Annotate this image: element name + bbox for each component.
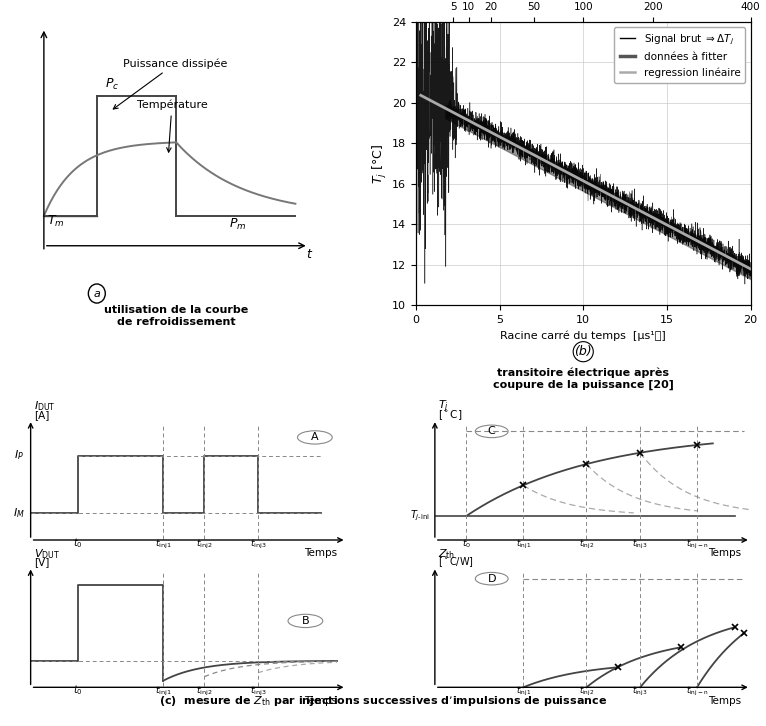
Text: [$^\circ$C/W]: [$^\circ$C/W]	[438, 555, 474, 569]
Text: $t_0$: $t_0$	[74, 536, 83, 550]
Text: Puissance dissipée: Puissance dissipée	[113, 58, 228, 109]
Text: transitoire électrique après
coupure de la puissance [20]: transitoire électrique après coupure de …	[493, 368, 673, 391]
Text: $t_{\mathrm{inj2}}$: $t_{\mathrm{inj2}}$	[579, 537, 594, 550]
Text: t: t	[306, 248, 311, 261]
Text: $t_{\mathrm{inj2}}$: $t_{\mathrm{inj2}}$	[579, 685, 594, 698]
Text: C: C	[488, 426, 496, 436]
Text: $t_{\mathrm{inj3}}$: $t_{\mathrm{inj3}}$	[633, 537, 648, 550]
Text: [A]: [A]	[34, 410, 49, 420]
Text: $I_P$: $I_P$	[15, 449, 25, 462]
Text: $t_{\mathrm{inj2}}$: $t_{\mathrm{inj2}}$	[196, 537, 212, 550]
Text: $t_{\mathrm{inj1}}$: $t_{\mathrm{inj1}}$	[516, 537, 531, 550]
Text: A: A	[311, 433, 319, 442]
Text: $I_M$: $I_M$	[12, 507, 25, 521]
Text: $Z_{\mathrm{th}}$: $Z_{\mathrm{th}}$	[438, 547, 455, 560]
Text: $t_{\mathrm{inj-n}}$: $t_{\mathrm{inj-n}}$	[686, 537, 709, 550]
Text: Température: Température	[136, 100, 208, 152]
Text: D: D	[487, 574, 496, 584]
Text: $t_0$: $t_0$	[462, 537, 471, 550]
Text: [V]: [V]	[34, 558, 49, 568]
Y-axis label: $T_j$ [°C]: $T_j$ [°C]	[371, 144, 389, 184]
Text: $t_{\mathrm{inj1}}$: $t_{\mathrm{inj1}}$	[155, 537, 172, 550]
Text: Temps: Temps	[304, 696, 337, 706]
Text: $t_{\mathrm{inj1}}$: $t_{\mathrm{inj1}}$	[516, 685, 531, 698]
Text: Temps: Temps	[708, 548, 741, 558]
Text: Temps: Temps	[304, 548, 337, 558]
Legend: Signal brut $\Rightarrow \Delta T_j$, données à fitter, regression linéaire: Signal brut $\Rightarrow \Delta T_j$, do…	[614, 27, 745, 83]
Text: $T_{j\text{-ini}}$: $T_{j\text{-ini}}$	[411, 509, 430, 523]
X-axis label: Racine carré du temps  [µs¹⼒]: Racine carré du temps [µs¹⼒]	[500, 331, 666, 341]
Text: $I_{\mathrm{DUT}}$: $I_{\mathrm{DUT}}$	[34, 399, 55, 413]
Text: $V_{\mathrm{DUT}}$: $V_{\mathrm{DUT}}$	[34, 547, 60, 560]
Text: a: a	[93, 288, 100, 298]
Text: utilisation de la courbe
de refroidissement: utilisation de la courbe de refroidissem…	[104, 306, 248, 327]
Text: (b): (b)	[574, 345, 592, 358]
Text: $t_{\mathrm{inj3}}$: $t_{\mathrm{inj3}}$	[250, 685, 267, 698]
Text: Temps: Temps	[708, 696, 741, 706]
Text: $t_{\mathrm{inj-n}}$: $t_{\mathrm{inj-n}}$	[686, 685, 709, 698]
Text: $t_{\mathrm{inj2}}$: $t_{\mathrm{inj2}}$	[196, 685, 212, 698]
Text: B: B	[302, 616, 309, 626]
Text: $t_0$: $t_0$	[74, 683, 83, 697]
Text: [$^\circ$C]: [$^\circ$C]	[438, 408, 463, 422]
Text: $T_m$: $T_m$	[47, 214, 64, 229]
Text: $T_j$: $T_j$	[438, 399, 449, 415]
Text: $t_{\mathrm{inj3}}$: $t_{\mathrm{inj3}}$	[250, 537, 267, 550]
Text: $P_m$: $P_m$	[229, 217, 247, 232]
Text: $t_{\mathrm{inj1}}$: $t_{\mathrm{inj1}}$	[155, 685, 172, 698]
Text: (c)  mesure de $Z_{\mathrm{th}}$ par injections successives d’impulsions de puis: (c) mesure de $Z_{\mathrm{th}}$ par inje…	[159, 694, 607, 708]
Text: $t_{\mathrm{inj3}}$: $t_{\mathrm{inj3}}$	[633, 685, 648, 698]
Text: $P_c$: $P_c$	[105, 76, 119, 91]
